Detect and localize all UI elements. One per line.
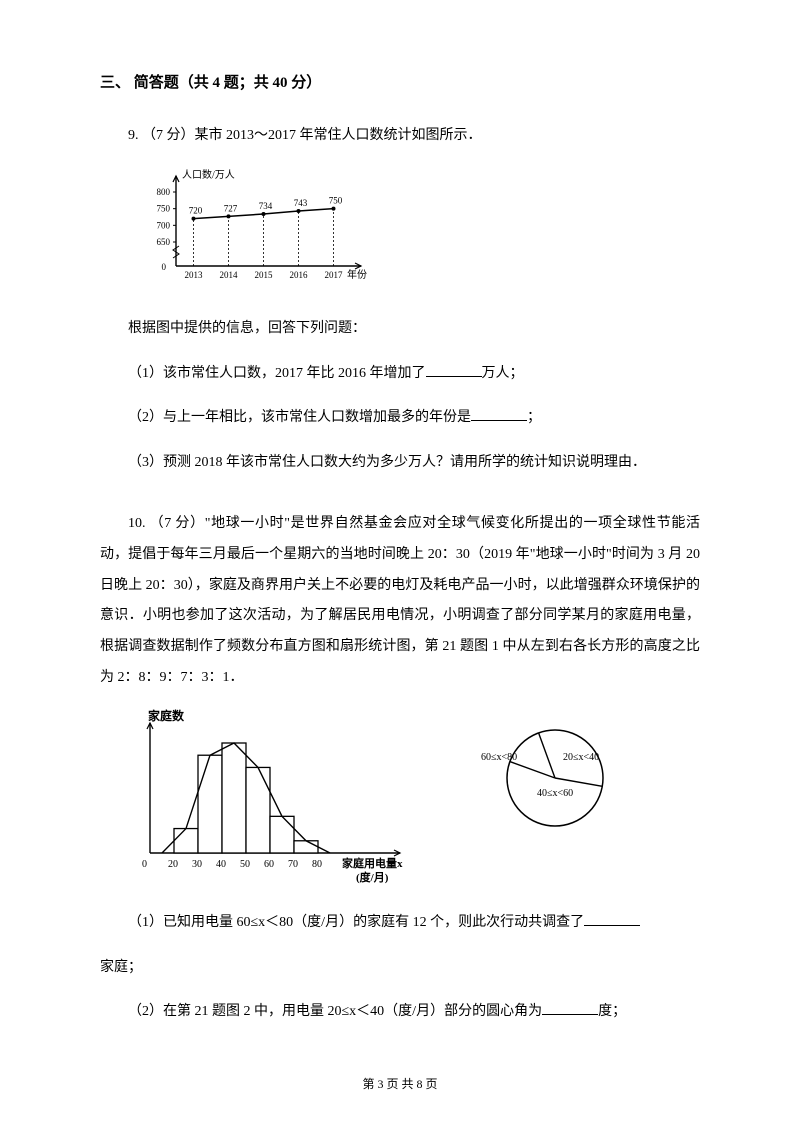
svg-text:40: 40 [216, 859, 226, 870]
q9-sub1-b: 万人； [482, 366, 524, 381]
q10-blank-2[interactable] [542, 1001, 598, 1015]
q9-prompt: 根据图中提供的信息，回答下列问题： [100, 314, 700, 345]
q10-blank-1[interactable] [584, 912, 640, 926]
q9-sub1: （1）该市常住人口数，2017 年比 2016 年增加了 万人； [100, 359, 700, 390]
q10-pie-chart: 60≤x<80 20≤x<40 40≤x<60 [460, 708, 630, 848]
q10-sub1-a: （1）已知用电量 60≤x＜80（度/月）的家庭有 12 个，则此次行动共调查了 [128, 915, 584, 930]
svg-text:700: 700 [157, 220, 171, 230]
svg-text:734: 734 [259, 201, 273, 211]
q9-sub1-a: （1）该市常住人口数，2017 年比 2016 年增加了 [128, 366, 426, 381]
page-footer: 第 3 页 共 8 页 [0, 1074, 800, 1096]
q10-sub1-b: 家庭； [100, 960, 142, 975]
svg-text:2015: 2015 [255, 270, 274, 280]
q9-intro: 9. （7 分）某市 2013～2017 年常住人口数统计如图所示． [100, 121, 700, 152]
q9-sub2-a: （2）与上一年相比，该市常住人口数增加最多的年份是 [128, 410, 471, 425]
svg-text:家庭数: 家庭数 [148, 708, 185, 723]
q10-sub2-a: （2）在第 21 题图 2 中，用电量 20≤x＜40（度/月）部分的圆心角为 [128, 1004, 542, 1019]
q10-charts-row: 家庭数家庭用电量x(度/月) 0 20 30 40 50 60 70 80 60≤x<80 20≤… [120, 708, 700, 888]
svg-text:800: 800 [157, 187, 171, 197]
svg-text:60≤x<80: 60≤x<80 [481, 752, 517, 763]
svg-text:720: 720 [189, 205, 203, 215]
question-9: 9. （7 分）某市 2013～2017 年常住人口数统计如图所示． 人口数/万… [100, 121, 700, 479]
svg-text:70: 70 [288, 859, 298, 870]
svg-text:50: 50 [240, 859, 250, 870]
q10-sub1b-line: 家庭； [100, 953, 700, 984]
svg-text:30: 30 [192, 859, 202, 870]
svg-text:2014: 2014 [220, 270, 239, 280]
svg-text:0: 0 [142, 859, 147, 870]
svg-text:20≤x<40: 20≤x<40 [563, 752, 599, 763]
q9-blank-1[interactable] [426, 363, 482, 377]
q9-sub2-b: ； [527, 410, 541, 425]
svg-text:60: 60 [264, 859, 274, 870]
svg-text:2013: 2013 [185, 270, 204, 280]
section-title: 三、 简答题（共 4 题；共 40 分） [100, 70, 700, 97]
svg-text:750: 750 [157, 203, 171, 213]
q9-blank-2[interactable] [471, 407, 527, 421]
svg-text:727: 727 [224, 203, 238, 213]
q10-sub1: （1）已知用电量 60≤x＜80（度/月）的家庭有 12 个，则此次行动共调查了 [100, 908, 700, 939]
svg-text:650: 650 [157, 237, 171, 247]
q10-intro: 10. （7 分）"地球一小时"是世界自然基金会应对全球气候变化所提出的一项全球… [100, 509, 700, 694]
q10-sub2: （2）在第 21 题图 2 中，用电量 20≤x＜40（度/月）部分的圆心角为 度… [100, 997, 700, 1028]
question-10: 10. （7 分）"地球一小时"是世界自然基金会应对全球气候变化所提出的一项全球… [100, 509, 700, 1028]
svg-text:40≤x<60: 40≤x<60 [537, 788, 573, 799]
svg-text:20: 20 [168, 859, 178, 870]
q10-sub2-b: 度； [598, 1004, 626, 1019]
q9-sub3: （3）预测 2018 年该市常住人口数大约为多少万人？请用所学的统计知识说明理由… [100, 448, 700, 479]
q10-histogram: 家庭数家庭用电量x(度/月) 0 20 30 40 50 60 70 80 [120, 708, 420, 888]
svg-text:人口数/万人: 人口数/万人 [182, 168, 235, 181]
svg-text:家庭用电量x: 家庭用电量x [342, 856, 403, 870]
q9-sub2: （2）与上一年相比，该市常住人口数增加最多的年份是 ； [100, 403, 700, 434]
svg-text:年份: 年份 [347, 268, 367, 281]
svg-text:80: 80 [312, 859, 322, 870]
svg-text:2017: 2017 [325, 270, 344, 280]
svg-text:2016: 2016 [290, 270, 309, 280]
svg-text:743: 743 [294, 198, 308, 208]
svg-text:(度/月): (度/月) [356, 870, 389, 884]
svg-text:0: 0 [162, 262, 167, 272]
svg-text:750: 750 [329, 195, 343, 205]
q9-line-chart: 人口数/万人年份 0 650 700 750 800 2013 2014 2015 2016 201… [136, 166, 700, 296]
